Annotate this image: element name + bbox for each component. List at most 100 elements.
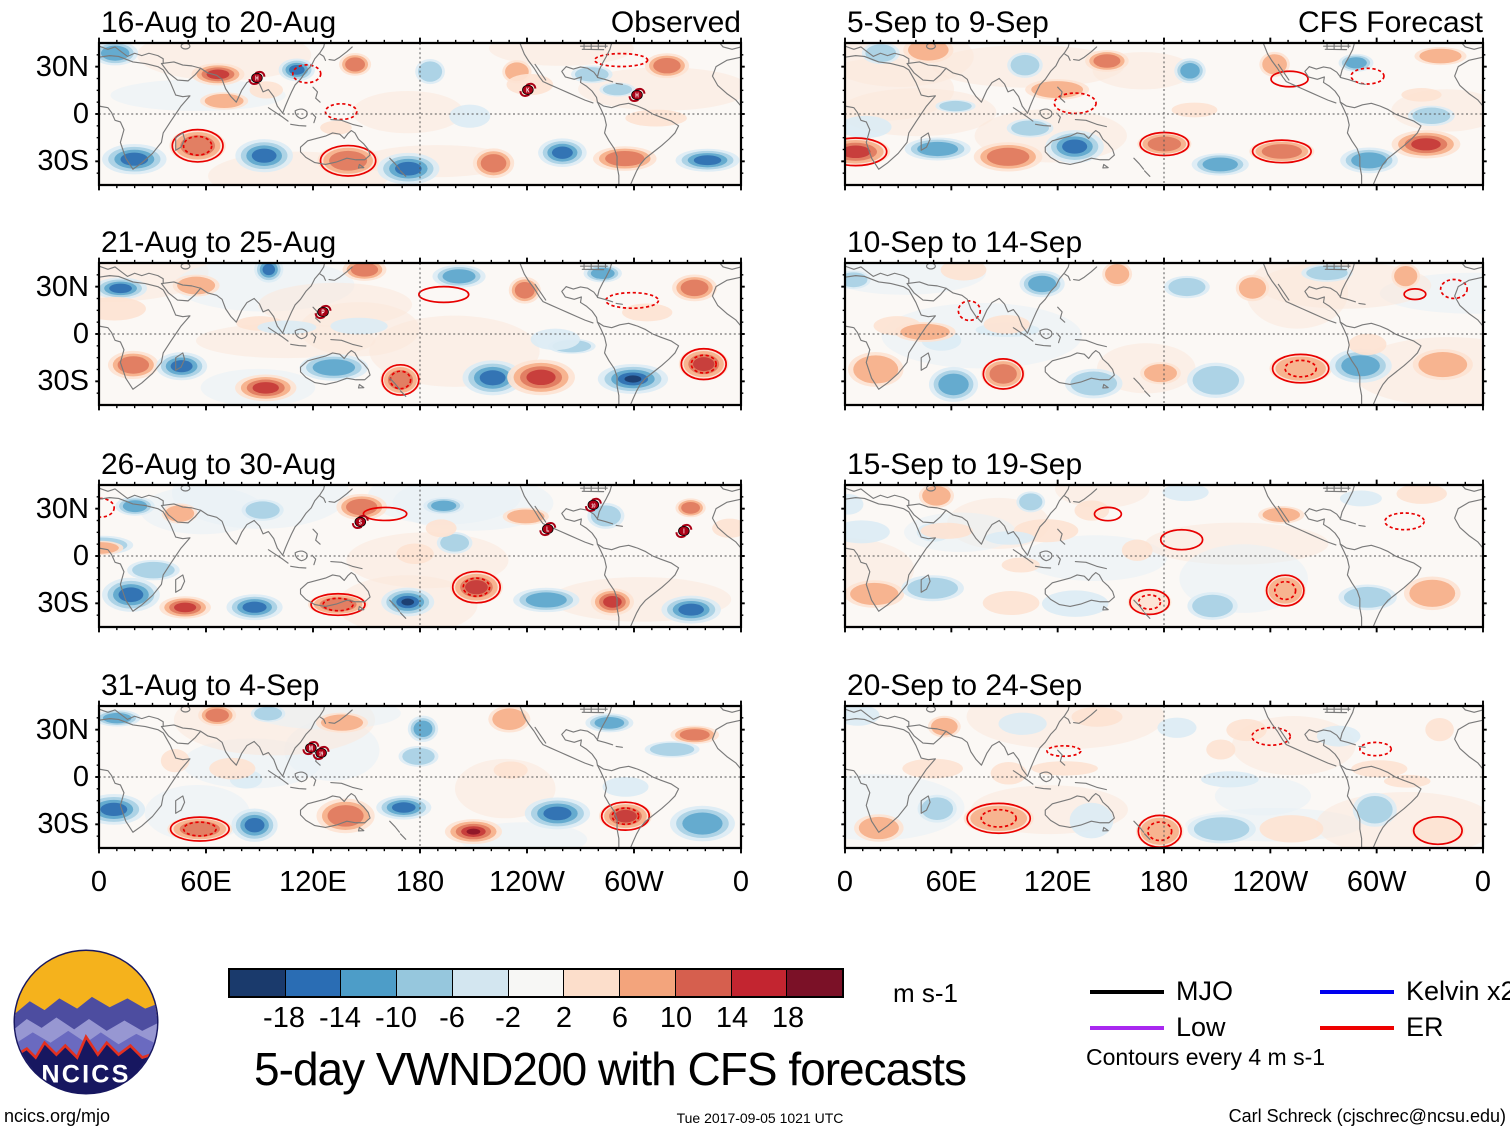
y-axis-label-0: 0 — [72, 318, 89, 350]
storm-label: S — [359, 520, 362, 527]
panel-title-1-2: 15-Sep to 19-Sep — [847, 448, 1083, 481]
map-panel-1-3 — [845, 706, 1483, 848]
colorbar-cell-2 — [341, 970, 398, 996]
x-axis-label-1-5: 60W — [1346, 866, 1407, 898]
legend-label-mjo: MJO — [1176, 976, 1233, 1006]
storm-label: I — [683, 529, 685, 536]
colorbar — [228, 968, 844, 998]
panel-title-1-0: 5-Sep to 9-Sep — [847, 6, 1049, 39]
coastlines — [845, 43, 1483, 185]
legend-label-kelvin-x2: Kelvin x2 — [1406, 976, 1510, 1006]
storm-marker: 10 — [586, 499, 601, 511]
legend-line-kelvin-x2 — [1320, 990, 1394, 994]
legend-label-er: ER — [1406, 1012, 1444, 1042]
colorbar-cell-8 — [675, 970, 732, 996]
storm-marker: H — [630, 89, 645, 101]
colorbar-cell-10 — [787, 970, 843, 996]
coastlines — [99, 706, 741, 848]
x-axis-label-0-1: 60E — [180, 866, 232, 898]
storm-marker: H — [249, 72, 264, 84]
logo-red-ridge — [14, 1034, 158, 1060]
legend-line-mjo — [1090, 990, 1164, 994]
colorbar-cell-6 — [564, 970, 621, 996]
storm-marker: M — [303, 742, 318, 754]
x-axis-label-1-3: 180 — [1139, 866, 1189, 898]
storm-label: P — [321, 310, 324, 317]
colorbar-cell-0 — [230, 970, 286, 996]
storm-marker: I — [676, 525, 691, 537]
x-axis-label-0-2: 120E — [279, 866, 347, 898]
footer-url: ncics.org/mjo — [4, 1106, 111, 1126]
x-axis-label-1-2: 120E — [1023, 866, 1092, 898]
y-axis-label-30S: 30S — [37, 587, 89, 620]
x-axis-label-0-3: 180 — [395, 866, 445, 898]
logo-text: NCICS — [41, 1061, 130, 1089]
panel-title-1-3: 20-Sep to 24-Sep — [847, 669, 1083, 702]
colorbar-tick-6: 6 — [611, 1002, 629, 1034]
x-axis-label-1-4: 120W — [1232, 866, 1309, 898]
y-axis-label-0: 0 — [72, 98, 89, 130]
panel-title-0-1: 21-Aug to 25-Aug — [101, 226, 337, 259]
colorbar-cell-3 — [397, 970, 453, 996]
colorbar-tick-18: 18 — [771, 1002, 805, 1034]
y-axis-label-0: 0 — [72, 540, 89, 572]
storm-label: L — [546, 527, 549, 534]
coastlines — [99, 263, 741, 405]
storm-label: H — [255, 76, 259, 83]
coastlines — [845, 706, 1483, 848]
panel-title-1-1: 10-Sep to 14-Sep — [847, 226, 1083, 259]
storm-marker: S — [353, 516, 368, 528]
colorbar-tick-2: 2 — [555, 1002, 573, 1034]
x-axis-label-1-1: 60E — [925, 866, 978, 898]
panel-title-0-0: 16-Aug to 20-Aug — [101, 6, 337, 39]
y-axis-label-0: 0 — [72, 761, 89, 793]
colorbar-tick--14: -14 — [319, 1002, 361, 1034]
coastlines — [99, 43, 741, 185]
y-axis-label-30S: 30S — [37, 365, 89, 398]
storm-label: H — [635, 93, 639, 100]
colorbar-tick--2: -2 — [495, 1002, 521, 1034]
figure-title: 5-day VWND200 with CFS forecasts — [254, 1043, 967, 1095]
map-panel-1-0 — [845, 43, 1483, 185]
colorbar-tick--6: -6 — [439, 1002, 465, 1034]
colorbar-tick--18: -18 — [263, 1002, 305, 1034]
y-axis-label-30S: 30S — [37, 145, 89, 178]
y-axis-label-30N: 30N — [35, 492, 89, 525]
colorbar-cell-5 — [508, 970, 565, 996]
legend-label-low: Low — [1176, 1012, 1226, 1042]
x-axis-label-1-6: 0 — [1474, 866, 1492, 898]
storm-marker: K — [520, 84, 535, 96]
colorbar-tick-10: 10 — [659, 1002, 693, 1034]
map-panel-1-1 — [845, 263, 1483, 405]
storm-marker: 19 — [314, 747, 329, 759]
cfs-forecast-label: CFS Forecast — [1297, 6, 1483, 39]
y-axis-label-30S: 30S — [37, 808, 89, 841]
x-axis-label-0-6: 0 — [732, 866, 750, 898]
coastlines — [845, 485, 1483, 627]
map-panel-0-2: S 10 L I — [99, 485, 741, 627]
colorbar-cell-4 — [452, 970, 509, 996]
colorbar-cell-1 — [285, 970, 342, 996]
colorbar-cell-9 — [731, 970, 788, 996]
observed-label: Observed — [610, 6, 741, 39]
x-axis-label-0-5: 60W — [604, 866, 664, 898]
coastlines — [845, 263, 1483, 405]
ncics-logo: NCICS — [13, 949, 159, 1095]
panel-title-0-3: 31-Aug to 4-Sep — [101, 669, 320, 702]
x-axis-label-0-4: 120W — [489, 866, 565, 898]
storm-label: 10 — [591, 503, 596, 509]
y-axis-label-30N: 30N — [35, 50, 89, 83]
y-axis-label-30N: 30N — [35, 270, 89, 303]
storm-label: K — [526, 88, 530, 95]
storm-marker: P — [316, 306, 331, 318]
x-axis-label-0-0: 0 — [90, 866, 108, 898]
footer-timestamp: Tue 2017-09-05 1021 UTC — [676, 1110, 844, 1126]
storm-label: M — [309, 746, 313, 753]
map-panel-1-2 — [845, 485, 1483, 627]
x-axis-label-1-0: 0 — [836, 866, 854, 898]
colorbar-units-label: m s-1 — [893, 978, 958, 1008]
y-axis-label-30N: 30N — [35, 713, 89, 746]
storm-label: 19 — [319, 751, 324, 757]
colorbar-tick--10: -10 — [375, 1002, 417, 1034]
